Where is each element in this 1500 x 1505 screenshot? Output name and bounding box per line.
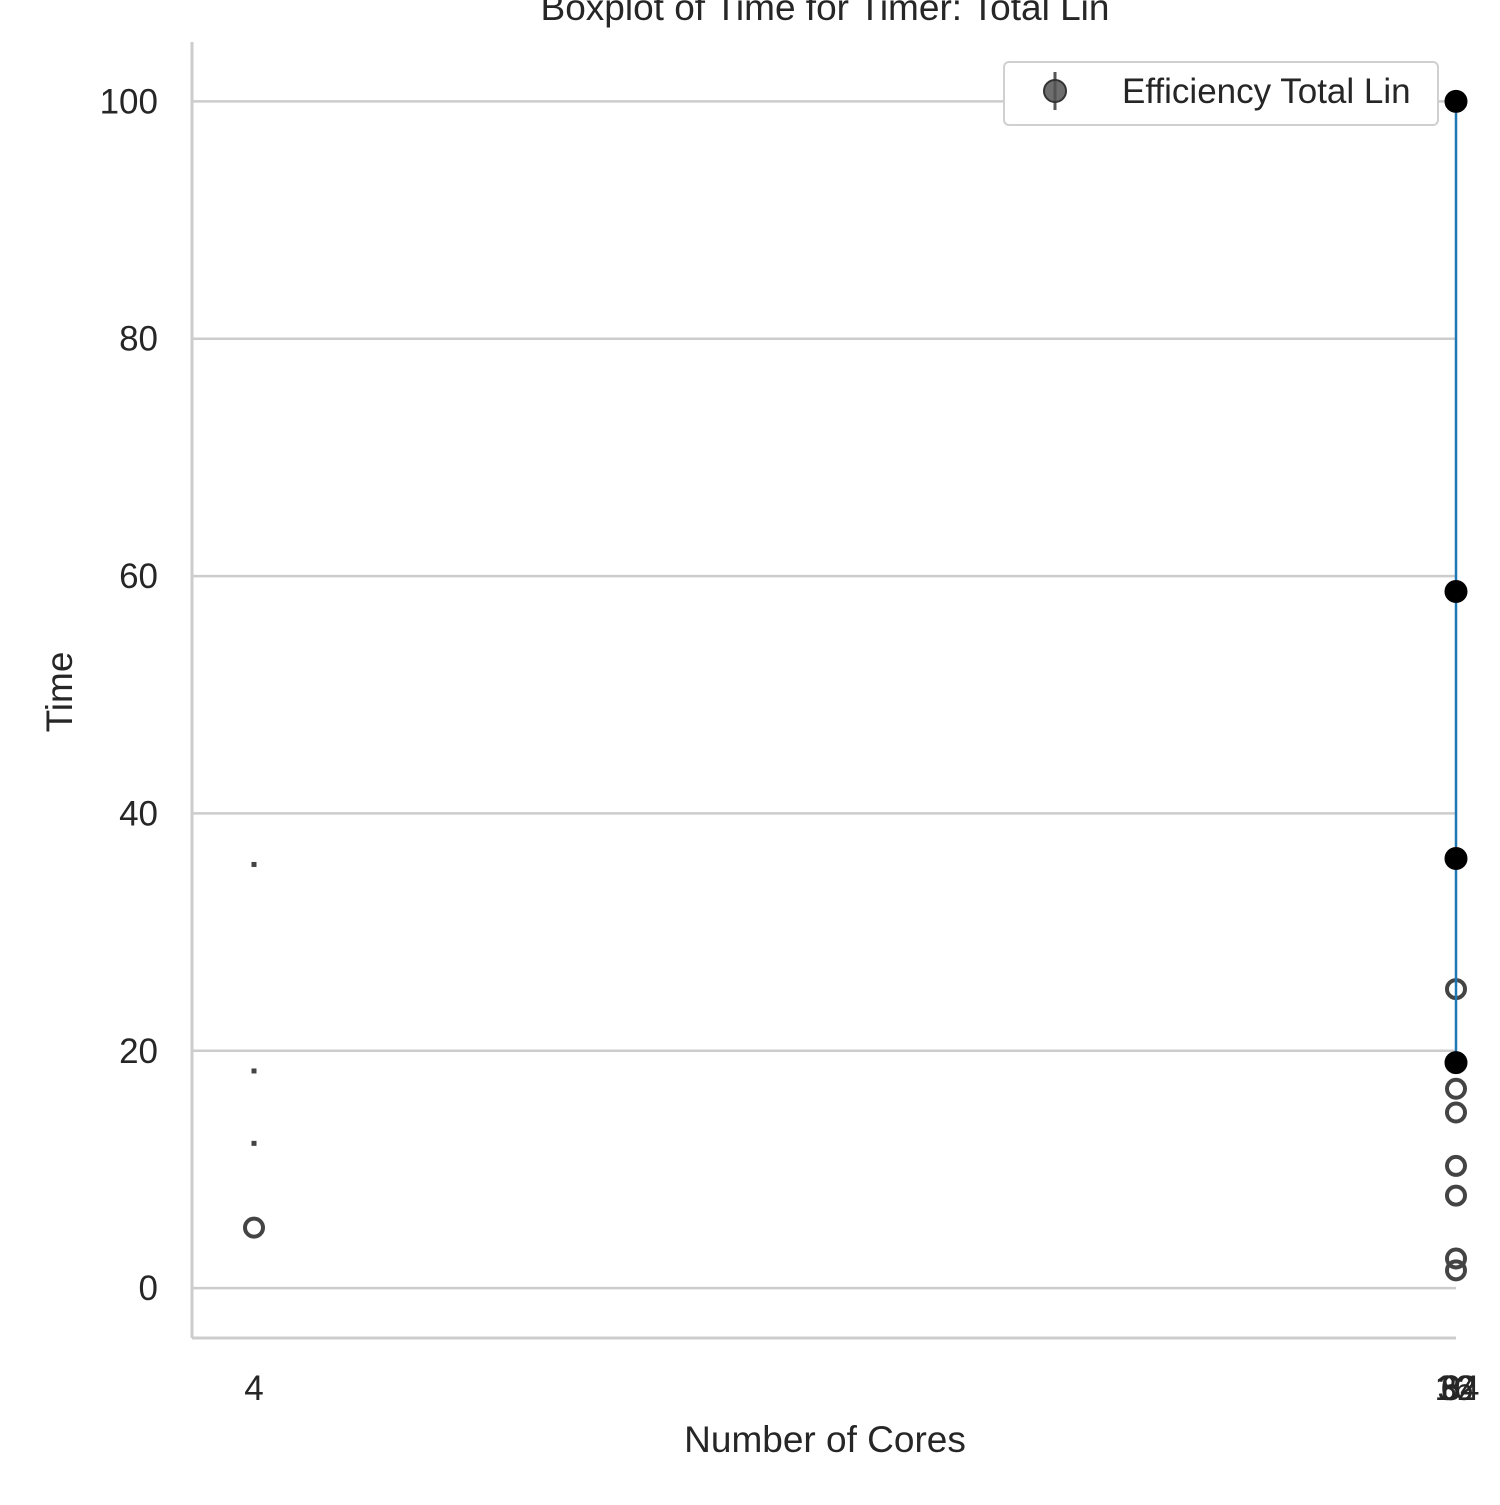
series-point — [1444, 89, 1468, 113]
x-axis-label: Number of Cores — [684, 1419, 966, 1460]
outlier-point — [1445, 1184, 1467, 1207]
series-point — [1444, 579, 1468, 603]
series-point — [1444, 847, 1468, 871]
box-mark — [251, 1068, 257, 1074]
y-tick-label: 40 — [119, 794, 158, 833]
legend: Efficiency Total Lin — [1003, 61, 1439, 126]
marks-layer — [243, 89, 1468, 1282]
x-tick-label: 8 — [1441, 1369, 1460, 1408]
outlier-point — [243, 1216, 265, 1239]
legend-marker — [1043, 79, 1067, 103]
y-tick-label: 100 — [100, 82, 158, 121]
legend-label: Efficiency Total Lin — [1122, 72, 1411, 111]
x-tick-label: 32 — [1438, 1369, 1477, 1408]
labels-layer: Boxplot of Time for Timer: Total Lin Num… — [39, 0, 1109, 1460]
box-mark — [251, 1140, 257, 1146]
legend-box — [1003, 61, 1439, 126]
box-mark — [251, 861, 257, 867]
grid-layer — [192, 100, 1456, 1290]
x-tick-label: 4 — [244, 1369, 263, 1408]
y-tick-label: 20 — [119, 1032, 158, 1071]
x-tick-label: 16 — [1435, 1369, 1474, 1408]
outlier-point — [1445, 1247, 1467, 1270]
y-tick-label: 80 — [119, 320, 158, 359]
series-point — [1444, 1051, 1468, 1075]
y-tick-label: 60 — [119, 557, 158, 596]
chart-title: Boxplot of Time for Timer: Total Lin — [541, 0, 1110, 28]
outlier-point — [1445, 1154, 1467, 1177]
outlier-point — [1445, 1259, 1467, 1282]
outlier-point — [1445, 1077, 1467, 1100]
outlier-point — [1445, 1101, 1467, 1124]
y-axis-label: Time — [39, 652, 80, 733]
x-tick-label: 64 — [1441, 1369, 1480, 1408]
y-tick-label: 0 — [139, 1269, 158, 1308]
